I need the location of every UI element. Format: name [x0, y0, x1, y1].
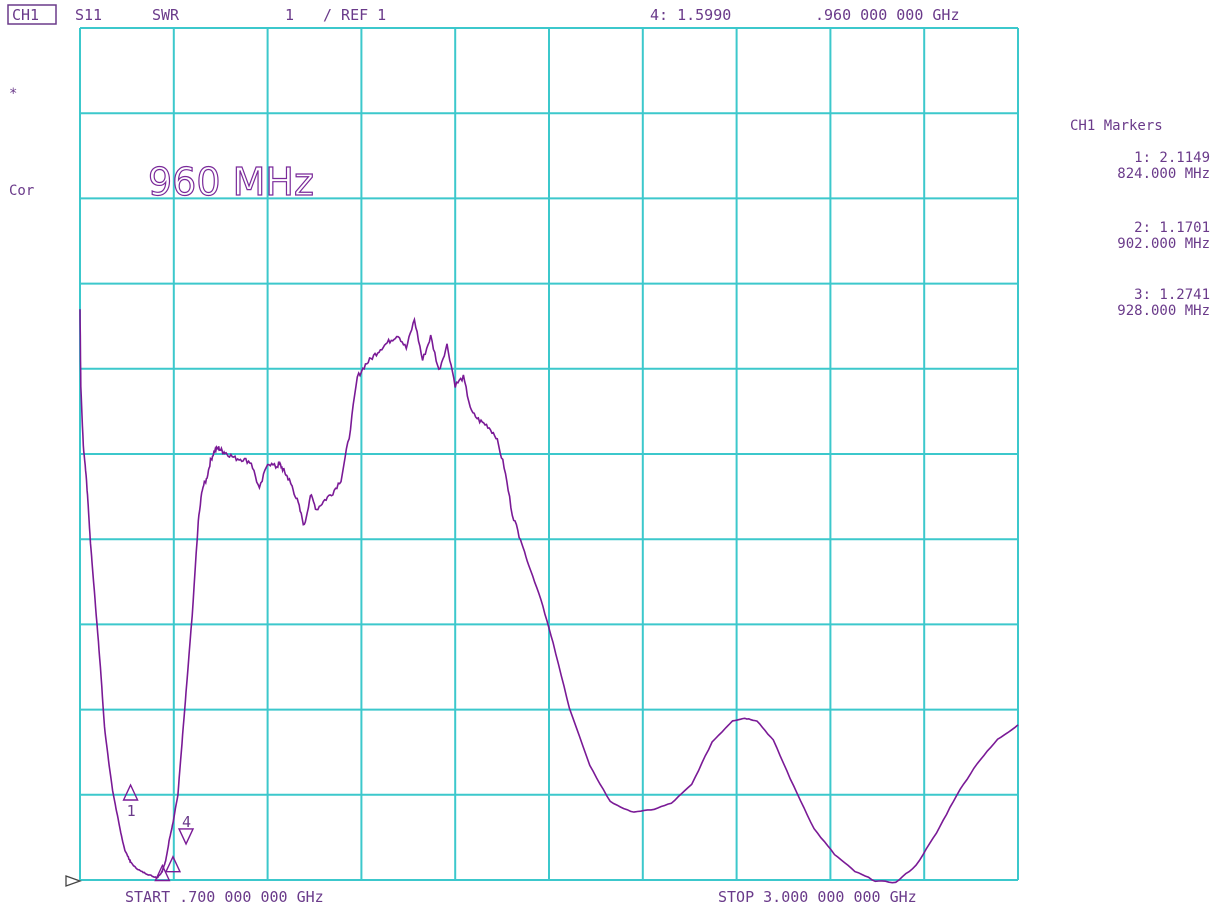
marker-3-freq: 928.000 MHz: [1117, 303, 1210, 319]
marker-triangle-up-icon: [164, 854, 182, 873]
reference-pointer-icon: [65, 875, 82, 887]
marker-1-value: 1: 2.1149: [1134, 150, 1210, 166]
marker-4: 4: [177, 813, 195, 846]
ref-label: / REF 1: [323, 6, 386, 24]
marker-triangle-up-icon: [122, 783, 139, 801]
start-frequency-label: START .700 000 000 GHz: [125, 888, 324, 906]
marker-triangle-up-icon: [154, 863, 171, 882]
format-label: SWR: [152, 6, 180, 24]
stop-frequency-label: STOP 3.000 000 000 GHz: [718, 888, 917, 906]
channel-box: [7, 4, 57, 25]
channel-label: CH1: [12, 6, 39, 24]
marker-label: 4: [182, 813, 191, 831]
param-label: S11: [75, 6, 102, 24]
marker-triangle-down-icon: [177, 828, 195, 846]
cor-indicator: Cor: [9, 183, 34, 199]
header-bar: CH1 S11 SWR 1 / REF 1 4: 1.5990 .960 000…: [7, 4, 960, 25]
scale-label: 1: [285, 6, 294, 24]
active-marker-freq: .960 000 000 GHz: [815, 6, 960, 24]
overlay-frequency-label: 960 MHz: [148, 160, 314, 204]
marker-2-freq: 902.000 MHz: [1117, 236, 1210, 252]
marker-2: [154, 863, 171, 882]
star-indicator: *: [9, 86, 17, 102]
marker-1-freq: 824.000 MHz: [1117, 166, 1210, 182]
trace-layer: [79, 309, 1019, 884]
marker-label: 1: [127, 802, 136, 820]
marker-2-value: 2: 1.1701: [1134, 220, 1210, 236]
markers-panel-title: CH1 Markers: [1070, 118, 1163, 134]
series-line: [79, 309, 1019, 884]
markers-panel: CH1 Markers 1: 2.1149 824.000 MHz 2: 1.1…: [1070, 118, 1210, 319]
marker-3-value: 3: 1.2741: [1134, 287, 1210, 303]
plot-grid: [79, 27, 1019, 881]
active-marker-value: 4: 1.5990: [650, 6, 731, 24]
marker-layer: 14: [122, 783, 195, 882]
marker-1: 1: [122, 783, 139, 820]
marker-3: [164, 854, 182, 873]
